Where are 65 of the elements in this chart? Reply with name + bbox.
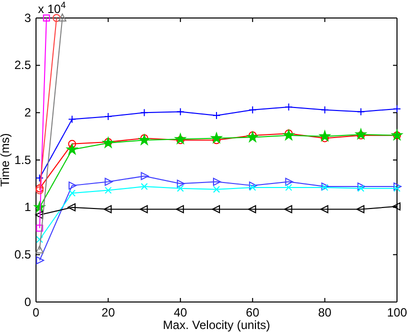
point: [394, 184, 400, 192]
point: [249, 184, 256, 191]
y-tick-label: 2.5: [14, 58, 32, 72]
point: [138, 134, 150, 145]
point: [176, 108, 184, 116]
point: [285, 178, 294, 186]
text: x 10$^{4}$: [38, 0, 66, 16]
point: [104, 205, 112, 214]
point: [35, 210, 44, 219]
x-tick-label: 20: [102, 306, 116, 320]
point: [356, 108, 365, 116]
point: [284, 205, 292, 214]
point: [68, 203, 76, 212]
point: [248, 106, 257, 114]
point: [140, 172, 149, 180]
point: [212, 205, 220, 214]
point: [36, 174, 44, 182]
point: [176, 180, 185, 188]
point: [213, 178, 221, 186]
point: [283, 130, 294, 140]
point: [285, 184, 292, 191]
y-tick-label: 2: [24, 106, 32, 120]
y-axis-title: Time (ms): [0, 133, 12, 187]
point: [68, 115, 76, 124]
y-tick-label: 0.5: [14, 248, 32, 262]
point: [320, 106, 329, 114]
y-tick-label: 3: [24, 10, 32, 25]
x-tick-label: 80: [318, 306, 332, 320]
point: [284, 102, 293, 111]
point: [248, 205, 256, 214]
point: [319, 130, 330, 142]
point: [320, 205, 328, 214]
point: [355, 128, 366, 140]
x-tick-label: 100: [386, 306, 407, 320]
point: [176, 205, 184, 214]
point: [68, 190, 76, 197]
point: [392, 202, 400, 210]
point: [140, 108, 148, 117]
point: [174, 134, 186, 144]
y-tick-label: 1.5: [14, 152, 32, 167]
point: [213, 186, 220, 193]
point: [104, 186, 112, 194]
point: [36, 236, 44, 244]
point: [393, 104, 401, 113]
point: [211, 132, 222, 143]
point: [212, 112, 220, 120]
point: [140, 205, 148, 214]
x-tick-label: 60: [246, 306, 260, 320]
point: [247, 132, 258, 142]
point: [356, 205, 364, 214]
point: [140, 183, 148, 190]
point: [66, 144, 78, 154]
point: [357, 184, 364, 192]
point: [68, 140, 76, 148]
y-tick-label: 0: [24, 294, 32, 309]
point: [36, 256, 44, 264]
point: [68, 182, 77, 190]
x-axis-title: Max. Velocity (units): [162, 318, 270, 332]
point: [42, 14, 50, 22]
point: [104, 178, 113, 186]
x-tick-label: 40: [174, 306, 188, 320]
point: [176, 184, 184, 192]
y-tick-label: 1: [24, 200, 32, 214]
point: [36, 224, 44, 232]
point: [104, 112, 112, 120]
